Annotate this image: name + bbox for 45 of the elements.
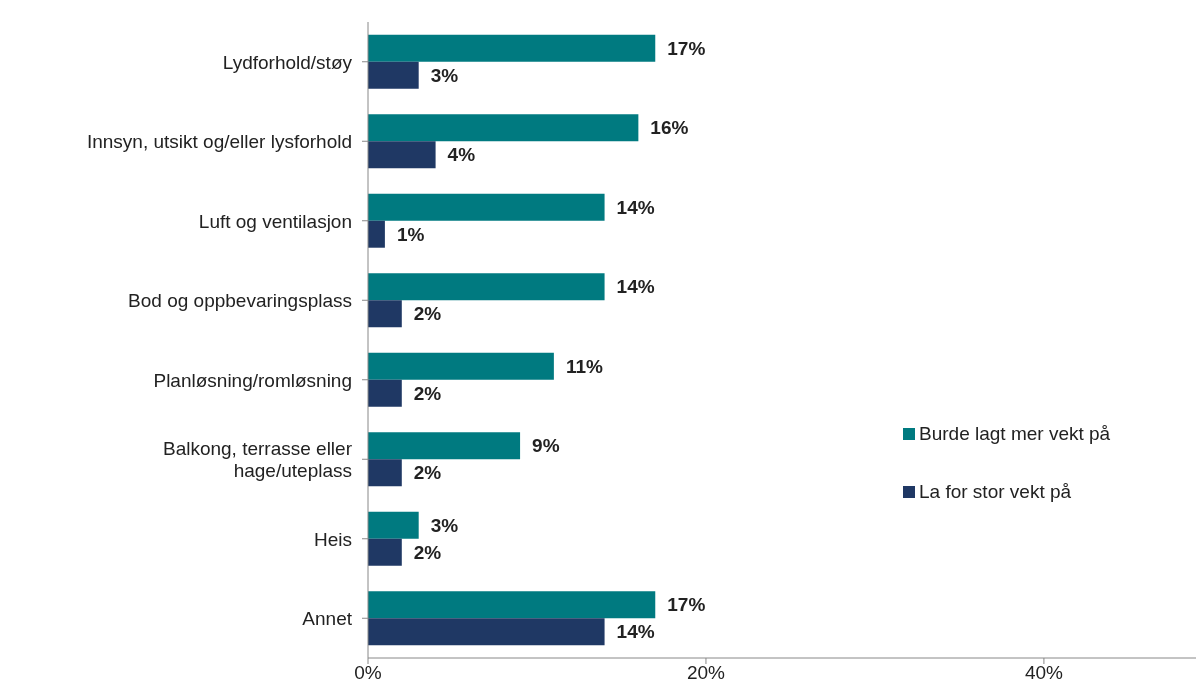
data-label: 17% [667,594,706,616]
bar [368,511,419,539]
legend-label: La for stor vekt på [919,481,1072,503]
legend-label: Burde lagt mer vekt på [919,423,1111,445]
bar [368,220,385,248]
bar [368,193,605,221]
data-label: 11% [565,355,603,377]
data-label: 14% [616,196,655,218]
data-label: 2% [413,462,442,484]
data-label: 2% [413,303,442,325]
bar [368,538,402,566]
data-label: 16% [650,117,689,139]
y-tick-label: Innsyn, utsikt og/eller lysforhold [86,130,352,152]
bar [368,61,419,89]
y-tick-label: Lydforhold/støy [222,51,353,73]
bar [368,114,639,142]
data-label: 14% [616,621,655,643]
bar [368,300,402,328]
y-tick-label: Annet [302,607,353,629]
data-label: 17% [667,37,706,59]
data-label: 3% [430,64,459,86]
data-label: 2% [413,541,442,563]
x-tick-label: 40% [1024,662,1064,684]
bar [368,432,521,460]
bar [368,618,605,646]
bar [368,379,402,407]
bar [368,352,554,380]
data-label: 2% [413,382,442,404]
y-tick-label: Heis [313,528,352,550]
bar [368,34,656,62]
data-label: 4% [447,144,476,166]
data-label: 3% [430,514,459,536]
bar [368,459,402,487]
y-tick-label: Balkong, terrasse eller hage/uteplass [162,437,353,481]
y-tick-label: Bod og oppbevaringsplass [128,289,352,311]
y-tick-label: Planløsning/romløsning [153,369,352,391]
data-label: 14% [616,276,655,298]
x-tick-label: 0% [354,662,382,684]
bar [368,591,656,619]
data-label: 1% [396,223,425,245]
data-label: 9% [532,435,560,457]
bar [368,141,436,169]
y-tick-label: Luft og ventilasjon [198,210,352,232]
bar [368,273,605,301]
x-tick-label: 20% [686,662,726,684]
